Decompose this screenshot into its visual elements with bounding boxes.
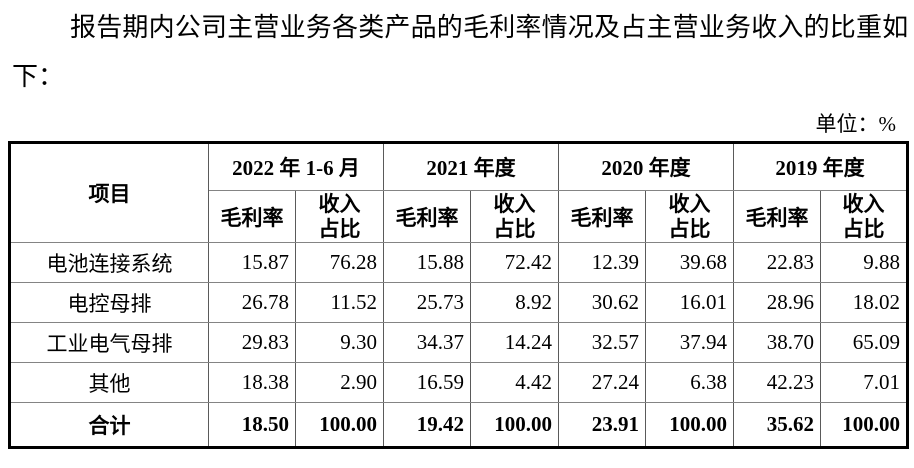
table-cell: 18.38 [208, 362, 296, 404]
row-label: 其他 [9, 362, 209, 404]
table-cell: 12.39 [558, 242, 646, 284]
table-cell: 6.38 [645, 362, 734, 404]
row-label-total: 合计 [9, 402, 209, 449]
column-header-share: 收入占比 [470, 190, 559, 244]
table-cell: 16.01 [645, 282, 734, 324]
table-cell: 65.09 [820, 322, 908, 364]
column-header-margin: 毛利率 [733, 190, 821, 244]
table-cell: 9.30 [295, 322, 384, 364]
table-cell: 2.90 [295, 362, 384, 404]
row-label: 工业电气母排 [9, 322, 209, 364]
table-row-others: 其他 18.38 2.90 16.59 4.42 27.24 6.38 42.2… [9, 362, 908, 404]
table-cell: 15.88 [383, 242, 471, 284]
table-cell: 4.42 [470, 362, 559, 404]
header-row-periods: 项目 2022 年 1-6 月 2021 年度 2020 年度 2019 年度 [9, 142, 908, 244]
table-cell: 100.00 [470, 402, 559, 449]
column-header-item: 项目 [9, 142, 209, 244]
table-cell: 7.01 [820, 362, 908, 404]
column-header-period-2022: 2022 年 1-6 月 [208, 142, 384, 192]
table-row-total: 合计 18.50 100.00 19.42 100.00 23.91 100.0… [9, 402, 908, 449]
table-cell: 35.62 [733, 402, 821, 449]
table-cell: 39.68 [645, 242, 734, 284]
table-row-electric-control-busbar: 电控母排 26.78 11.52 25.73 8.92 30.62 16.01 … [9, 282, 908, 324]
table-cell: 14.24 [470, 322, 559, 364]
table-cell: 22.83 [733, 242, 821, 284]
header-row-metrics: 毛利率 收入占比 毛利率 收入占比 毛利率 收入占比 毛利率 收入占比 [10, 190, 908, 244]
intro-paragraph: 报告期内公司主营业务各类产品的毛利率情况及占主营业务收入的比重如 下： [12, 12, 909, 92]
table-cell: 100.00 [645, 402, 734, 449]
table-cell: 27.24 [558, 362, 646, 404]
table-cell: 28.96 [733, 282, 821, 324]
table-cell: 72.42 [470, 242, 559, 284]
table-row-industrial-electrical-busbar: 工业电气母排 29.83 9.30 34.37 14.24 32.57 37.9… [9, 322, 908, 364]
column-header-margin: 毛利率 [558, 190, 646, 244]
column-header-period-2019: 2019 年度 [733, 142, 908, 192]
table-cell: 8.92 [470, 282, 559, 324]
table-cell: 42.23 [733, 362, 821, 404]
table-cell: 15.87 [208, 242, 296, 284]
column-header-share-label: 收入占比 [842, 191, 885, 241]
column-header-period-2020: 2020 年度 [558, 142, 734, 192]
intro-line-1: 报告期内公司主营业务各类产品的毛利率情况及占主营业务收入的比重如 [70, 13, 909, 42]
table-cell: 18.02 [820, 282, 908, 324]
table-cell: 11.52 [295, 282, 384, 324]
column-header-share: 收入占比 [295, 190, 384, 244]
table-row-battery-connection: 电池连接系统 15.87 76.28 15.88 72.42 12.39 39.… [9, 242, 908, 284]
gross-margin-table: 项目 2022 年 1-6 月 2021 年度 2020 年度 2019 年度 … [8, 141, 909, 450]
table-cell: 100.00 [295, 402, 384, 449]
unit-label: 单位：% [815, 112, 897, 137]
column-header-share-label: 收入占比 [493, 191, 536, 241]
column-header-share: 收入占比 [645, 190, 734, 244]
column-header-share-label: 收入占比 [318, 191, 361, 241]
table-cell: 30.62 [558, 282, 646, 324]
table-cell: 25.73 [383, 282, 471, 324]
column-header-share-label: 收入占比 [668, 191, 711, 241]
table-cell: 9.88 [820, 242, 908, 284]
table-cell: 34.37 [383, 322, 471, 364]
table-cell: 37.94 [645, 322, 734, 364]
column-header-margin: 毛利率 [383, 190, 471, 244]
table-cell: 38.70 [733, 322, 821, 364]
table-cell: 29.83 [208, 322, 296, 364]
table-cell: 23.91 [558, 402, 646, 449]
row-label: 电控母排 [9, 282, 209, 324]
table-cell: 18.50 [208, 402, 296, 449]
table-cell: 32.57 [558, 322, 646, 364]
column-header-margin: 毛利率 [208, 190, 296, 244]
column-header-share: 收入占比 [820, 190, 908, 244]
table-cell: 19.42 [383, 402, 471, 449]
table-cell: 16.59 [383, 362, 471, 404]
column-header-period-2021: 2021 年度 [383, 142, 559, 192]
table-cell: 76.28 [295, 242, 384, 284]
table-cell: 26.78 [208, 282, 296, 324]
row-label: 电池连接系统 [9, 242, 209, 284]
intro-line-2: 下： [12, 62, 65, 92]
table-cell: 100.00 [820, 402, 908, 449]
